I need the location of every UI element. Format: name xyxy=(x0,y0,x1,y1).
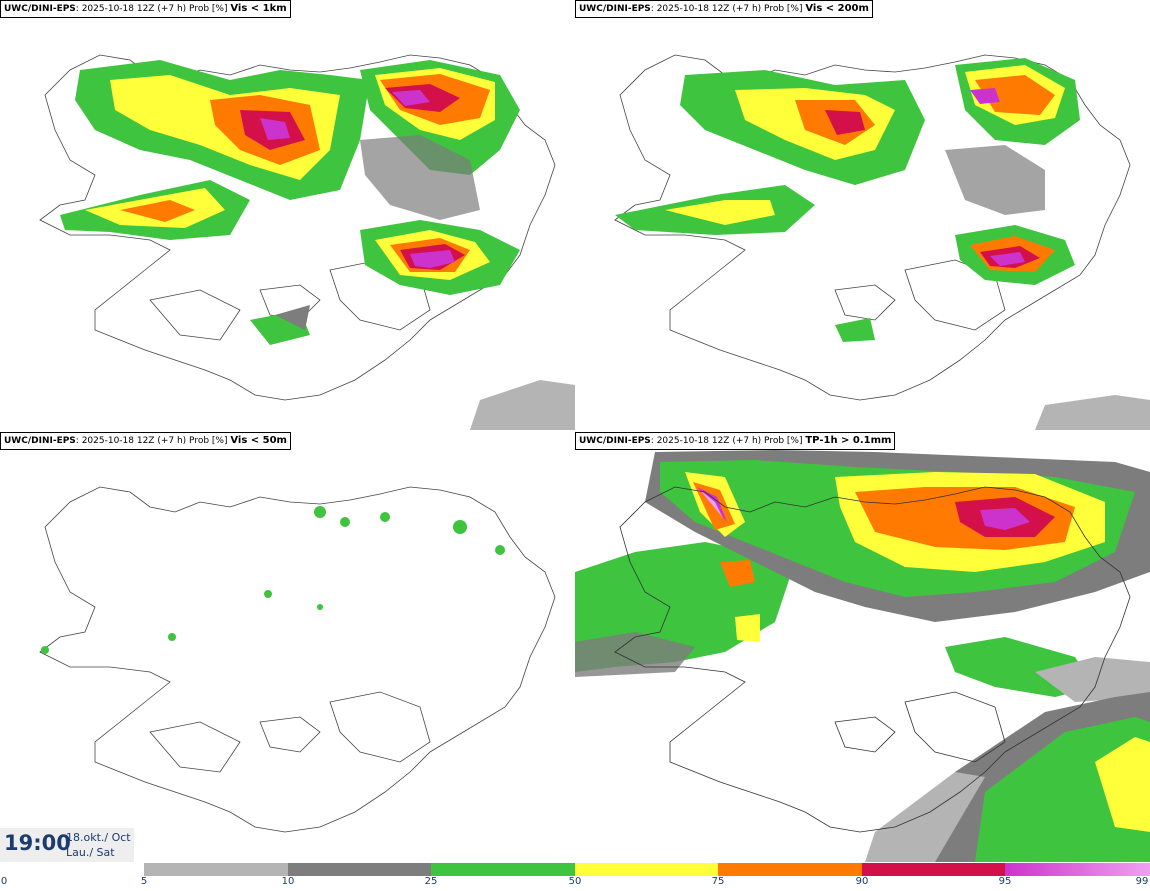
map-vis-1km xyxy=(39,54,575,430)
colorbar-tick: 5 xyxy=(140,876,148,887)
iceland-outline xyxy=(614,486,1131,833)
panel-title: UWC/DINI-EPS: 2025-10-18 12Z (+7 h) Prob… xyxy=(0,432,291,450)
map-vis-50m xyxy=(39,486,556,833)
colorbar xyxy=(144,863,1150,876)
panel-title: UWC/DINI-EPS: 2025-10-18 12Z (+7 h) Prob… xyxy=(575,432,896,450)
valid-time: 19:00 xyxy=(4,831,71,855)
probability-field xyxy=(575,450,1150,862)
colorbar-segment-50-75 xyxy=(575,863,718,876)
probability-field xyxy=(615,58,1150,430)
panel-title: UWC/DINI-EPS: 2025-10-18 12Z (+7 h) Prob… xyxy=(575,0,873,18)
panel-title: UWC/DINI-EPS: 2025-10-18 12Z (+7 h) Prob… xyxy=(0,0,291,18)
map-panel-vis-50m: UWC/DINI-EPS: 2025-10-18 12Z (+7 h) Prob… xyxy=(0,432,575,862)
map-panel-vis-1km: UWC/DINI-EPS: 2025-10-18 12Z (+7 h) Prob… xyxy=(0,0,575,430)
colorbar-segment-95-99 xyxy=(1005,863,1150,876)
colorbar-tick: 10 xyxy=(281,876,295,887)
valid-time-box: 19:00 18.okt./ Oct Lau./ Sat xyxy=(0,828,134,862)
valid-weekday: Lau./ Sat xyxy=(66,846,115,859)
map-panel-tp-1h: UWC/DINI-EPS: 2025-10-18 12Z (+7 h) Prob… xyxy=(575,432,1150,862)
colorbar-tick: 25 xyxy=(424,876,438,887)
iceland-outline xyxy=(614,54,1131,401)
map-panel-vis-200m: UWC/DINI-EPS: 2025-10-18 12Z (+7 h) Prob… xyxy=(575,0,1150,430)
colorbar-segment-75-90 xyxy=(718,863,862,876)
probability-field xyxy=(41,506,505,654)
colorbar-segment-90-95 xyxy=(862,863,1005,876)
colorbar-tick: 75 xyxy=(711,876,725,887)
probability-field xyxy=(60,60,575,430)
colorbar-segment-25-50 xyxy=(431,863,575,876)
colorbar-tick: 50 xyxy=(568,876,582,887)
map-vis-200m xyxy=(614,54,1150,430)
colorbar-tick: 95 xyxy=(998,876,1012,887)
colorbar-tick: 0 xyxy=(0,876,8,887)
colorbar-tick: 99 xyxy=(1135,876,1149,887)
colorbar-segment-5-10 xyxy=(144,863,288,876)
valid-date: 18.okt./ Oct xyxy=(66,831,131,844)
colorbar-tick: 90 xyxy=(855,876,869,887)
map-tp-1h xyxy=(575,450,1150,862)
colorbar-segment-10-25 xyxy=(288,863,431,876)
iceland-outline xyxy=(39,486,556,833)
